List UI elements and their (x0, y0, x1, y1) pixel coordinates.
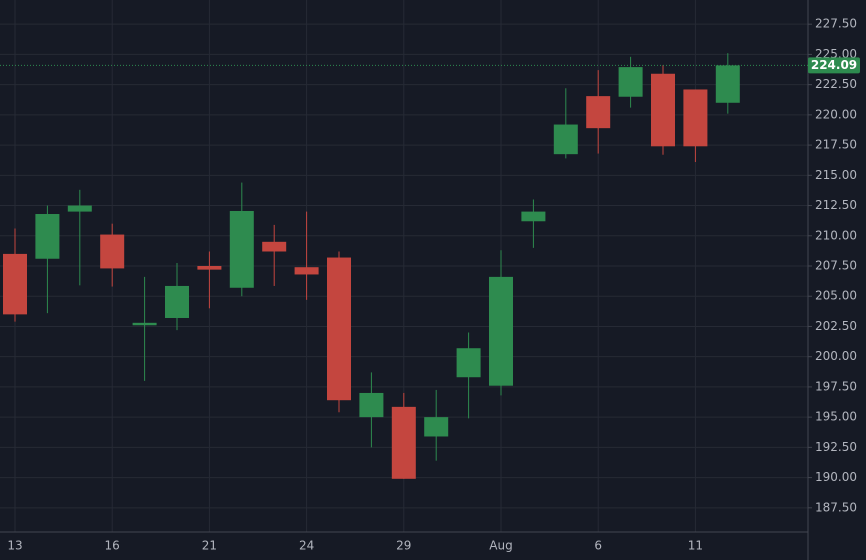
x-tick-label: 29 (396, 539, 411, 553)
y-tick-label: 205.00 (815, 289, 857, 303)
y-tick-label: 197.50 (815, 379, 857, 393)
candle-body (424, 417, 449, 437)
candle-body (229, 210, 254, 288)
y-tick-label: 202.50 (815, 319, 857, 333)
last-price-label: 224.09 (811, 58, 857, 72)
y-tick-label: 225.00 (815, 47, 857, 61)
x-tick-label: 16 (105, 539, 120, 553)
candle-body (553, 124, 578, 155)
x-tick-label: 11 (688, 539, 703, 553)
y-tick-label: 227.50 (815, 17, 857, 31)
candle-body (100, 234, 125, 269)
y-tick-label: 212.50 (815, 198, 857, 212)
y-tick-label: 220.00 (815, 107, 857, 121)
candle-body (67, 205, 92, 212)
candle-body (3, 253, 27, 315)
y-tick-label: 215.00 (815, 168, 857, 182)
y-tick-label: 207.50 (815, 259, 857, 273)
candle-body (683, 89, 708, 147)
x-tick-label: Aug (489, 539, 512, 553)
candle-body (327, 257, 351, 401)
last-price-box (808, 57, 860, 74)
y-tick-label: 190.00 (815, 470, 857, 484)
candle-body (359, 392, 384, 418)
candle-body (651, 73, 675, 147)
candle-body (35, 214, 60, 259)
y-tick-label: 210.00 (815, 228, 857, 242)
y-tick-label: 217.50 (815, 138, 857, 152)
candle-body (391, 406, 416, 479)
candle-body (489, 276, 513, 386)
y-tick-label: 200.00 (815, 349, 857, 363)
y-tick-label: 187.50 (815, 500, 857, 514)
x-tick-label: 21 (202, 539, 217, 553)
candle-body (456, 348, 481, 378)
y-tick-label: 222.50 (815, 77, 857, 91)
y-tick-label: 192.50 (815, 440, 857, 454)
candle-body (165, 285, 189, 318)
candle-body (586, 96, 611, 129)
candle-body (294, 267, 319, 275)
candle-body (715, 65, 740, 103)
candle-body (132, 322, 157, 326)
candle-body (197, 266, 222, 270)
candle-body (262, 241, 287, 252)
candle-body (618, 67, 643, 97)
candle-body (521, 211, 546, 222)
x-tick-label: 6 (594, 539, 602, 553)
x-tick-label: 13 (7, 539, 22, 553)
x-tick-label: 24 (299, 539, 314, 553)
y-tick-label: 195.00 (815, 410, 857, 424)
